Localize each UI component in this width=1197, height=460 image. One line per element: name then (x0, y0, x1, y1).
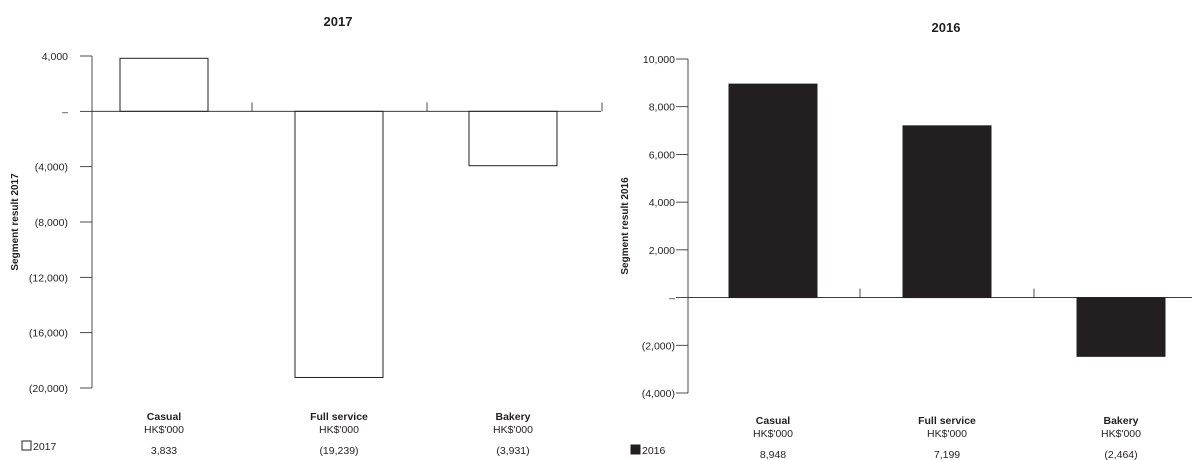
chart-title: 2017 (324, 14, 353, 29)
bar-bakery (1076, 297, 1166, 357)
category-label: Casual (756, 415, 791, 427)
chart-2016: 2016 Segment result 2016 10,000 8,000 6,000 4… (620, 20, 1192, 460)
category-unit: HK$'000 (144, 424, 184, 436)
y-tick-label: (8,000) (35, 217, 68, 229)
y-tick-label: (2,000) (642, 340, 675, 352)
category-unit: HK$'000 (927, 428, 967, 440)
category-label: Bakery (1103, 415, 1138, 427)
y-tick-label: (4,000) (642, 388, 675, 400)
bar-bakery (468, 110, 558, 167)
y-tick-label: – (62, 106, 68, 118)
bar-full-service (294, 110, 384, 378)
category-unit: HK$'000 (753, 428, 793, 440)
bar-full-service (902, 125, 992, 299)
y-tick-label: 10,000 (643, 54, 675, 66)
bar-casual (119, 57, 209, 112)
y-tick-label: – (669, 293, 675, 305)
y-tick-label: (12,000) (29, 272, 68, 284)
data-label: (2,464) (1104, 449, 1137, 460)
category-unit: HK$'000 (319, 424, 359, 436)
data-label: (3,931) (496, 445, 529, 457)
category-unit: HK$'000 (493, 424, 533, 436)
y-tick-label: (16,000) (29, 328, 68, 340)
y-tick-label: 2,000 (649, 245, 675, 257)
bar-casual (728, 83, 818, 299)
chart-2017: 2017 Segment result 2017 4,000 – (4,000) (8,0… (10, 14, 603, 457)
y-tick-label: 8,000 (649, 102, 675, 114)
y-axis-label: Segment result 2017 (10, 173, 21, 271)
legend-label: 2016 (642, 445, 666, 457)
category-label: Bakery (495, 411, 530, 423)
legend-swatch (21, 440, 32, 451)
legend-swatch (630, 444, 641, 455)
data-label: 3,833 (151, 445, 177, 457)
legend-label: 2017 (33, 441, 57, 453)
y-tick-label: (20,000) (29, 383, 68, 395)
y-axis-label: Segment result 2016 (620, 177, 631, 275)
category-label: Casual (147, 411, 182, 423)
data-label: 8,948 (760, 449, 786, 460)
category-unit: HK$'000 (1101, 428, 1141, 440)
y-tick-label: 4,000 (649, 197, 675, 209)
y-tick-label: 4,000 (42, 51, 68, 63)
y-tick-label: 6,000 (649, 149, 675, 161)
y-tick-label: (4,000) (35, 162, 68, 174)
data-label: (19,239) (319, 445, 358, 457)
category-label: Full service (310, 411, 368, 423)
category-label: Full service (918, 415, 976, 427)
chart-title: 2016 (932, 20, 961, 35)
data-label: 7,199 (934, 449, 960, 460)
